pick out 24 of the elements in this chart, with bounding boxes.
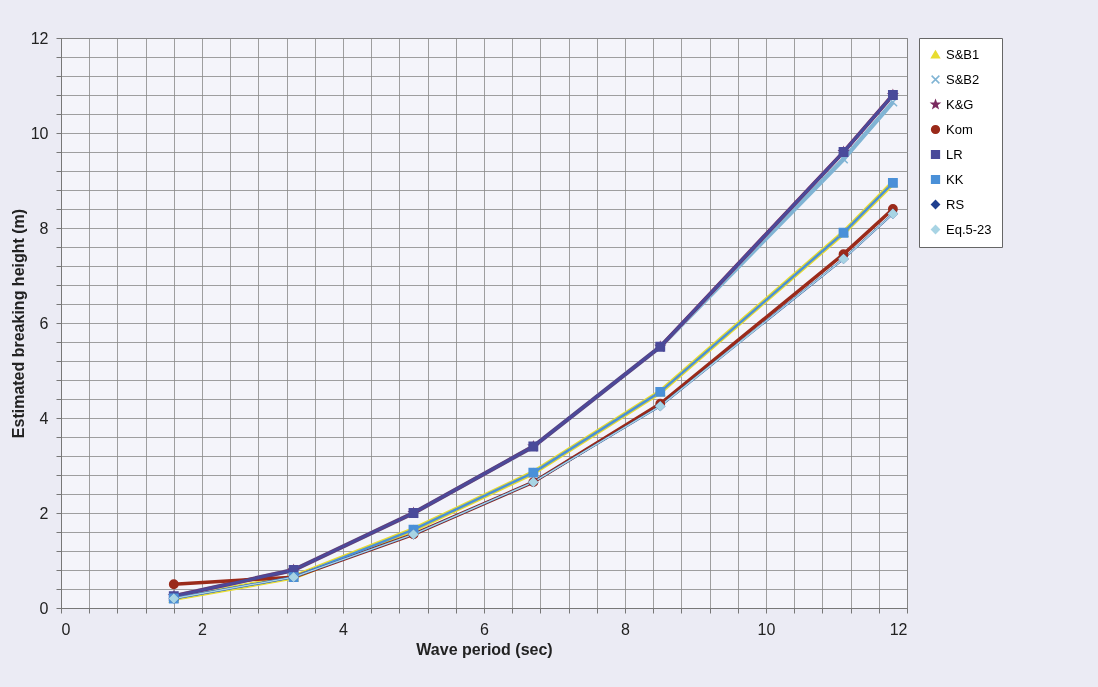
- legend-label: S&B2: [946, 71, 980, 87]
- x-tick-label: 4: [339, 620, 349, 638]
- y-tick-label: 0: [39, 599, 49, 617]
- x-tick-label: 12: [889, 620, 908, 638]
- y-tick-label: 4: [39, 409, 49, 427]
- y-tick-label: 2: [39, 504, 49, 522]
- legend-label: LR: [946, 146, 963, 162]
- x-tick-label: 10: [757, 620, 776, 638]
- x-axis-title: Wave period (sec): [416, 640, 553, 658]
- legend-label: Kom: [946, 121, 973, 137]
- y-tick-label: 12: [30, 29, 49, 47]
- x-tick-label: 6: [480, 620, 490, 638]
- legend-label: KK: [946, 171, 964, 187]
- x-tick-label: 8: [621, 620, 631, 638]
- legend-label: S&B1: [946, 46, 980, 62]
- legend-label: RS: [946, 196, 965, 212]
- x-tick-label: 2: [198, 620, 208, 638]
- y-axis-title: Estimated breaking height (m): [9, 208, 27, 439]
- legend-label: K&G: [946, 96, 974, 112]
- x-tick-label: 0: [61, 620, 71, 638]
- legend-label: Eq.5-23: [946, 221, 992, 237]
- y-tick-label: 10: [30, 124, 49, 142]
- y-tick-label: 6: [39, 314, 49, 332]
- y-tick-label: 8: [39, 219, 49, 237]
